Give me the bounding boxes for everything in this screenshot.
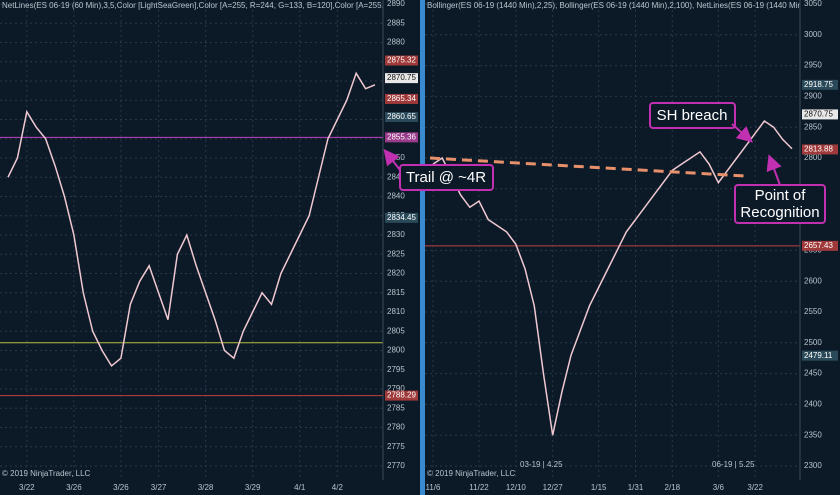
price-tag-label: 2788.29 — [387, 391, 416, 400]
x-tick-label: 3/22 — [747, 483, 763, 492]
y-tick-label: 2825 — [387, 249, 405, 258]
annotation-box — [399, 164, 494, 191]
session-label: 06-19 | 5.25 — [712, 460, 755, 469]
splitter[interactable] — [420, 0, 425, 495]
x-tick-label: 3/22 — [19, 483, 35, 492]
y-tick-label: 2795 — [387, 365, 405, 374]
x-tick-label: 12/10 — [506, 483, 527, 492]
price-tag — [385, 132, 418, 143]
price-line — [7, 71, 376, 368]
price-tag — [385, 111, 418, 122]
price-tag-label: 2479.11 — [804, 351, 833, 360]
y-tick-label: 2600 — [804, 276, 822, 285]
price-tag-label: 2860.65 — [387, 112, 416, 121]
y-tick-label: 2780 — [387, 423, 405, 432]
y-tick-label: 2775 — [387, 442, 405, 451]
annotation: Recognition — [740, 204, 819, 221]
y-tick-label: 2900 — [804, 92, 822, 101]
y-tick-label: 2800 — [804, 153, 822, 162]
x-tick-label: 11/22 — [469, 483, 489, 492]
y-tick-label: 2885 — [387, 18, 405, 27]
trendline — [429, 156, 746, 178]
y-tick-label: 2950 — [804, 61, 822, 70]
y-tick-label: 2810 — [387, 307, 405, 316]
price-tag-label: 2870.75 — [804, 110, 833, 119]
price-tag — [802, 109, 838, 120]
x-tick-label: 2/18 — [665, 483, 681, 492]
price-tag — [802, 144, 838, 155]
annotation: SH breach — [657, 107, 728, 124]
price-tag-label: 2875.32 — [387, 56, 416, 65]
y-tick-label: 2890 — [387, 0, 405, 8]
x-tick-label: 1/31 — [628, 483, 644, 492]
y-tick-label: 2785 — [387, 403, 405, 412]
y-tick-label: 2820 — [387, 269, 405, 278]
price-tag — [385, 73, 418, 84]
y-tick-label: 2350 — [804, 430, 822, 439]
price-tag-label: 2657.43 — [804, 241, 833, 250]
x-tick-label: 3/6 — [713, 483, 725, 492]
price-tag-label: 2834.45 — [387, 213, 416, 222]
price-line — [432, 120, 793, 436]
arrow — [731, 123, 753, 143]
x-tick-label: 12/27 — [543, 483, 564, 492]
y-tick-label: 2500 — [804, 338, 822, 347]
y-tick-label: 2400 — [804, 400, 822, 409]
price-tag — [385, 55, 418, 66]
y-tick-label: 2300 — [804, 461, 822, 470]
x-tick-label: 11/6 — [426, 483, 442, 492]
annotation-box — [649, 102, 736, 129]
price-tag-label: 2865.34 — [387, 94, 416, 103]
y-tick-label: 2800 — [387, 346, 405, 355]
footer: © 2019 NinjaTrader, LLC — [427, 469, 516, 478]
x-tick-label: 1/15 — [591, 483, 607, 492]
price-tag — [385, 93, 418, 104]
annotation: Point of — [755, 187, 807, 204]
x-tick-label: 3/29 — [245, 483, 261, 492]
y-tick-label: 3000 — [804, 30, 822, 39]
chart-header: Bollinger(ES 06-19 (1440 Min),2,25), Bol… — [427, 1, 840, 10]
y-tick-label: 2880 — [387, 38, 405, 47]
x-tick-label: 4/1 — [294, 483, 306, 492]
x-tick-label: 3/28 — [198, 483, 214, 492]
x-tick-label: 3/26 — [113, 483, 129, 492]
price-tag — [802, 240, 838, 251]
price-tag — [802, 350, 838, 361]
y-tick-label: 2770 — [387, 461, 405, 470]
x-tick-label: 3/26 — [66, 483, 82, 492]
y-tick-label: 2840 — [387, 192, 405, 201]
annotation: Trail @ ~4R — [406, 169, 486, 186]
price-tag-label: 2870.75 — [387, 73, 416, 82]
price-tag — [385, 212, 418, 223]
price-tag-label: 2918.75 — [804, 80, 833, 89]
y-tick-label: 3050 — [804, 0, 822, 8]
x-tick-label: 4/2 — [332, 483, 344, 492]
y-tick-label: 2845 — [387, 172, 405, 181]
x-tick-label: 3/27 — [151, 483, 167, 492]
chart-header: NetLines(ES 06-19 (60 Min),3,5,Color [Li… — [2, 1, 430, 10]
chart-panel: NetLines(ES 06-19 (60 Min),3,5,Color [Li… — [0, 0, 430, 480]
y-tick-label: 2815 — [387, 288, 405, 297]
price-tag-label: 2855.36 — [387, 132, 416, 141]
y-tick-label: 2450 — [804, 369, 822, 378]
y-tick-label: 2550 — [804, 307, 822, 316]
price-tag — [385, 390, 418, 401]
y-tick-label: 2850 — [804, 122, 822, 131]
y-tick-label: 2805 — [387, 326, 405, 335]
y-tick-label: 2830 — [387, 230, 405, 239]
y-tick-label: 2790 — [387, 384, 405, 393]
footer: © 2019 NinjaTrader, LLC — [2, 469, 91, 478]
chart-panel: Bollinger(ES 06-19 (1440 Min),2,25), Bol… — [425, 0, 840, 480]
price-tag — [802, 79, 838, 90]
arrow — [383, 148, 401, 171]
arrow — [766, 154, 782, 186]
price-tag-label: 2813.88 — [804, 145, 833, 154]
session-label: 03-19 | 4.25 — [520, 460, 563, 469]
